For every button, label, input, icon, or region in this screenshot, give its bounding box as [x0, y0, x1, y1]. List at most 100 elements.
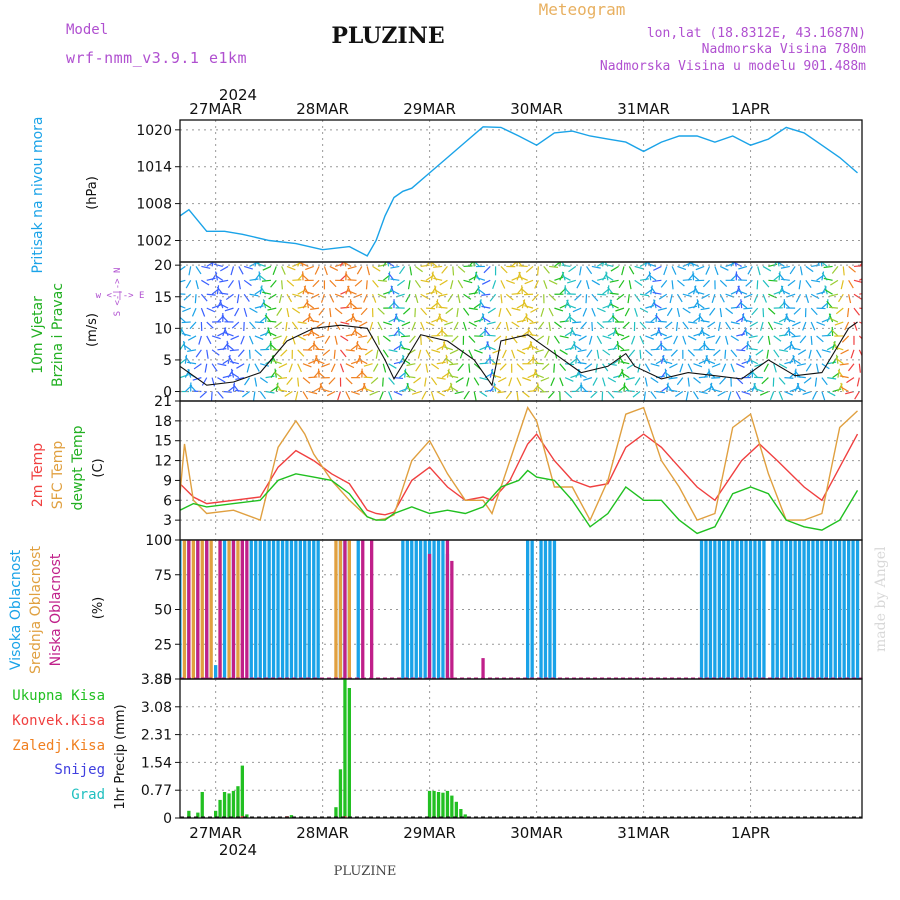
wind-barb	[706, 335, 716, 339]
wind-barb	[198, 335, 202, 345]
wind-barb	[634, 279, 643, 286]
bar-precip_total	[445, 790, 450, 818]
wind-barb	[516, 391, 519, 401]
ticks-precip: 0 0.77 1.54 2.31 3.08 3.85	[141, 672, 180, 827]
wind-barb	[650, 363, 660, 367]
wind-barb	[315, 355, 320, 364]
wind-barb	[449, 349, 459, 355]
bar-cloud_low	[481, 658, 485, 679]
wind-barb	[520, 287, 529, 295]
wind-barb	[841, 335, 850, 343]
y-tick-label: 0	[163, 811, 172, 827]
bar-cloud_high	[726, 540, 730, 679]
wind-speed-line	[180, 321, 858, 387]
bar-cloud_high	[704, 540, 708, 679]
wind-barb	[242, 391, 250, 398]
wind-barb	[616, 343, 625, 351]
panel-frame	[179, 678, 863, 819]
wind-barb	[591, 279, 600, 286]
bar-precip_total	[200, 792, 204, 818]
wind-barb	[430, 271, 434, 281]
wind-barb	[350, 390, 360, 396]
ticks-wind: 0 5 10 15 20	[154, 258, 180, 401]
bar-precip_total	[441, 792, 445, 818]
wind-barb	[260, 363, 270, 367]
wind-barb	[508, 377, 513, 387]
wind-barb	[786, 318, 796, 323]
wind-barb	[216, 391, 224, 399]
wind-barb	[286, 265, 296, 271]
wind-barb	[315, 335, 325, 339]
wind-barb	[436, 377, 446, 380]
wind-barb	[343, 262, 352, 267]
wind-barb	[711, 294, 716, 303]
wind-barb	[811, 391, 818, 400]
wind-barb	[707, 371, 716, 379]
wind-barb	[639, 349, 642, 359]
wind-barb	[187, 335, 197, 341]
bar-cloud_mid	[338, 540, 343, 679]
wind-barb	[206, 335, 212, 345]
wind-barb	[655, 313, 658, 323]
wind-barb	[278, 389, 288, 393]
wind-barb	[810, 335, 813, 345]
wind-barb	[379, 391, 384, 401]
wind-barb	[262, 291, 272, 295]
wind-barb	[602, 335, 612, 340]
bar-cloud_high	[254, 540, 258, 679]
wind-barb	[564, 391, 573, 399]
y-tick-label: 0	[163, 385, 172, 401]
wind-barb	[259, 391, 267, 400]
wind-barb	[354, 330, 363, 337]
wind-barb	[773, 363, 777, 373]
wind-barb	[578, 335, 587, 341]
bar-cloud_high	[267, 540, 271, 679]
wind-barb	[206, 293, 216, 296]
wind-barb	[821, 377, 828, 386]
wind-barb	[676, 307, 681, 318]
wind-barb	[463, 307, 470, 316]
wind-barb	[358, 335, 368, 339]
bar-cloud_high	[530, 540, 534, 679]
wind-barb	[610, 303, 619, 309]
bar-cloud_mid	[236, 540, 240, 679]
wind-barb	[388, 334, 398, 337]
bar-cloud_high	[289, 540, 294, 679]
wind-barb	[272, 360, 282, 365]
wind-barb	[811, 264, 821, 268]
wind-barb	[248, 349, 251, 359]
wind-barb	[616, 293, 625, 301]
wind-barb	[420, 264, 430, 268]
wind-barb	[468, 363, 471, 373]
wind-barb	[217, 348, 227, 351]
wind-barb	[733, 262, 742, 267]
wind-barb	[321, 363, 330, 368]
year-label-bottom: 2024	[219, 841, 257, 859]
wind-barb	[601, 377, 606, 387]
wind-barb	[696, 302, 705, 309]
wind-barb	[388, 363, 397, 369]
wind-barb	[430, 262, 432, 267]
wind-barb	[615, 307, 625, 312]
bar-cloud_high	[784, 540, 788, 679]
wind-barb	[238, 280, 241, 290]
wind-barb	[511, 349, 516, 359]
wind-barb	[259, 377, 268, 384]
wind-barb	[738, 290, 748, 295]
wind-barb	[318, 307, 325, 316]
wind-barb	[669, 294, 673, 304]
bar-cloud_high	[543, 540, 548, 679]
wind-barb	[725, 321, 732, 330]
wind-barb	[377, 279, 387, 282]
bar-cloud_high	[748, 540, 753, 679]
wind-barb	[690, 262, 700, 267]
elevation-text: Nadmorska Visina 780m	[702, 42, 867, 57]
wind-barb	[816, 349, 822, 358]
wind-barb	[442, 341, 448, 351]
wind-barb	[492, 280, 497, 290]
wind-barb	[401, 321, 411, 327]
wind-barb	[492, 349, 502, 354]
wind-barb	[420, 279, 430, 283]
wind-barb	[313, 340, 315, 350]
bar-cloud_high	[249, 540, 253, 679]
